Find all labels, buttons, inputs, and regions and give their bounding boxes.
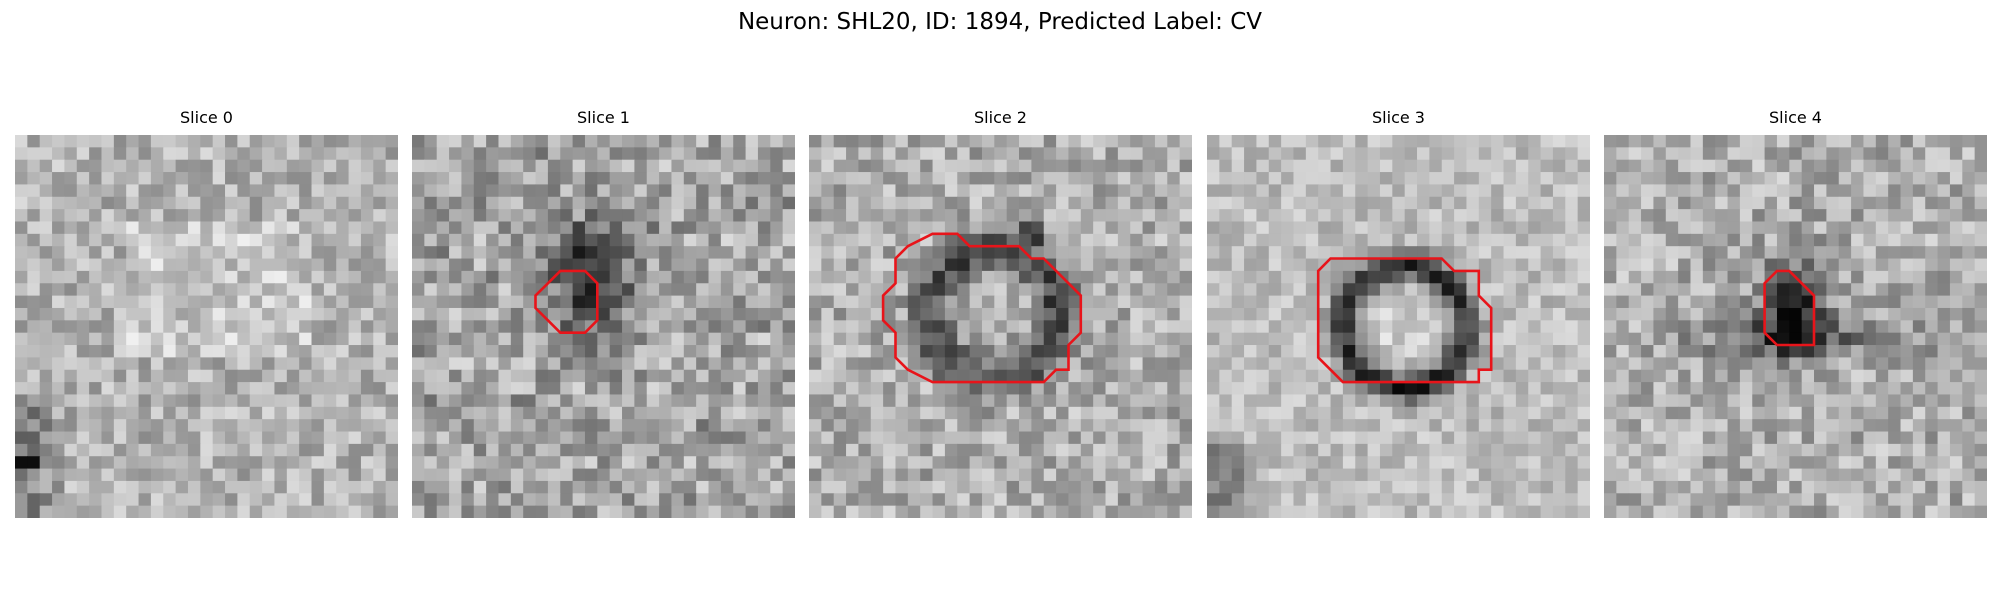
roi-outline — [534, 269, 599, 334]
slice-title: Slice 3 — [1372, 108, 1425, 127]
slice-panel-3: Slice 3 — [1207, 108, 1590, 518]
slice-panel-2: Slice 2 — [809, 108, 1192, 518]
slice-image — [15, 135, 398, 518]
figure-title: Neuron: SHL20, ID: 1894, Predicted Label… — [737, 9, 1263, 35]
slice-image — [412, 135, 795, 518]
slice-image — [809, 135, 1192, 518]
roi-outline — [1316, 257, 1493, 384]
slice-panel-1: Slice 1 — [412, 108, 795, 518]
slice-title: Slice 2 — [974, 108, 1027, 127]
slice-panel-4: Slice 4 — [1604, 108, 1987, 518]
slice-image — [1207, 135, 1590, 518]
slice-title: Slice 4 — [1769, 108, 1822, 127]
slice-panel-0: Slice 0 — [15, 108, 398, 518]
roi-outline — [881, 232, 1083, 384]
slice-title: Slice 1 — [577, 108, 630, 127]
slice-title: Slice 0 — [180, 108, 233, 127]
slice-image — [1604, 135, 1987, 518]
roi-outline — [1763, 269, 1816, 347]
